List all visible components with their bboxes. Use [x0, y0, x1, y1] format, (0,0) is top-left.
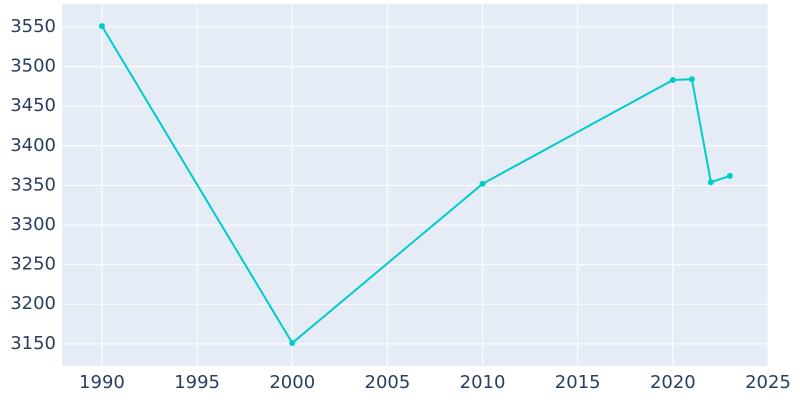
- point: [707, 179, 714, 186]
- x-tick-label: 2000: [269, 372, 315, 393]
- y-tick-label: 3350: [10, 174, 56, 195]
- x-tick-label: 2020: [650, 372, 696, 393]
- y-tick-label: 3550: [10, 16, 56, 37]
- point: [726, 172, 733, 179]
- y-tick-label: 3500: [10, 56, 56, 77]
- x-tick-label: 2005: [365, 372, 411, 393]
- y-tick-label: 3400: [10, 135, 56, 156]
- y-tick-label: 3250: [10, 254, 56, 275]
- x-tick-label: 1995: [174, 372, 220, 393]
- x-tick-label: 2010: [460, 372, 506, 393]
- y-tick-label: 3450: [10, 95, 56, 116]
- y-tick-label: 3150: [10, 333, 56, 354]
- y-tick-label: 3300: [10, 214, 56, 235]
- x-tick-label: 2015: [555, 372, 601, 393]
- point: [289, 340, 296, 347]
- point: [98, 23, 105, 30]
- point: [669, 77, 676, 84]
- point: [688, 76, 695, 83]
- x-tick-label: 1990: [79, 372, 125, 393]
- y-tick-label: 3200: [10, 293, 56, 314]
- point: [479, 180, 486, 187]
- x-tick-label: 2025: [745, 372, 791, 393]
